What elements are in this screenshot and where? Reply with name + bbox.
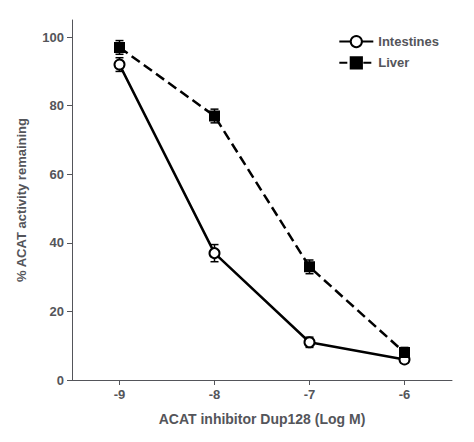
svg-text:20: 20 [50, 304, 64, 319]
svg-text:-9: -9 [114, 387, 126, 402]
svg-text:ACAT inhibitor Dup128 (Log M): ACAT inhibitor Dup128 (Log M) [159, 411, 366, 427]
svg-text:-7: -7 [304, 387, 316, 402]
svg-text:60: 60 [50, 167, 64, 182]
svg-text:40: 40 [50, 235, 64, 250]
svg-text:-6: -6 [399, 387, 411, 402]
svg-text:% ACAT activity remaining: % ACAT activity remaining [14, 118, 29, 282]
svg-text:80: 80 [50, 98, 64, 113]
svg-text:0: 0 [57, 373, 64, 388]
svg-text:Liver: Liver [378, 55, 409, 70]
svg-text:Intestines: Intestines [378, 34, 439, 49]
svg-text:-8: -8 [209, 387, 221, 402]
svg-text:100: 100 [42, 30, 64, 45]
